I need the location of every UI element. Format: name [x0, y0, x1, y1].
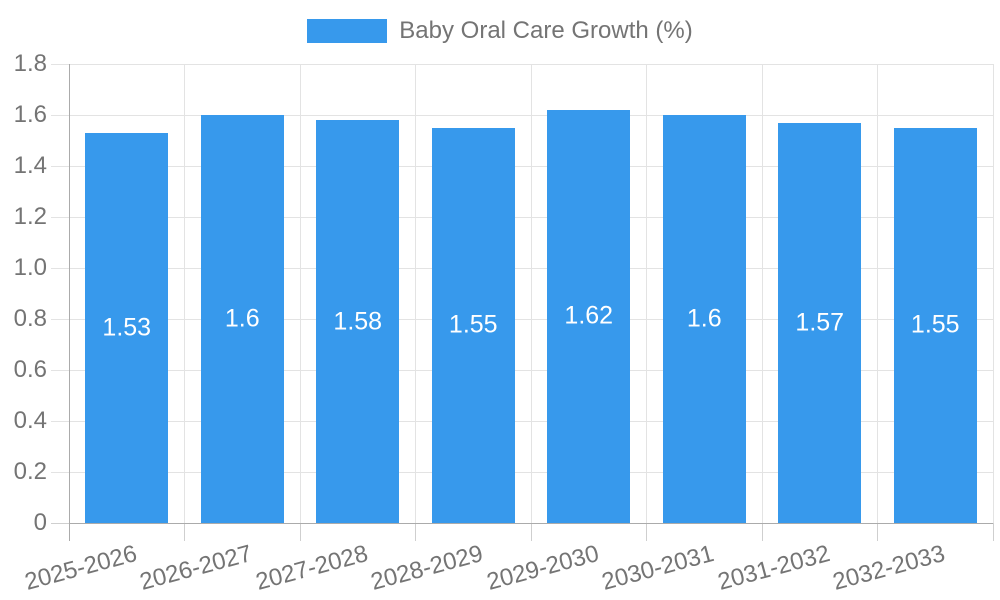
gridline-v	[646, 64, 647, 523]
x-tick	[184, 523, 185, 541]
y-tick-label: 1.2	[13, 203, 47, 230]
y-tick-label: 1.4	[13, 152, 47, 179]
y-tick-label: 0.4	[13, 407, 47, 434]
gridline-v	[877, 64, 878, 523]
bar-value-label: 1.55	[910, 310, 960, 339]
gridline-v	[184, 64, 185, 523]
gridline-v	[415, 64, 416, 523]
y-tick	[51, 267, 69, 269]
y-tick-label: 0	[33, 509, 47, 536]
bar[interactable]: 1.55	[431, 127, 515, 523]
bar[interactable]: 1.53	[85, 132, 169, 523]
legend-label: Baby Oral Care Growth (%)	[399, 17, 693, 44]
legend-swatch	[307, 19, 388, 43]
bar[interactable]: 1.57	[778, 122, 862, 523]
y-tick-label: 0.8	[13, 305, 47, 332]
y-tick-label: 1.8	[13, 50, 47, 77]
bar-value-label: 1.55	[448, 310, 498, 339]
y-tick	[51, 471, 69, 473]
x-tick-label: 2032-2033	[830, 540, 949, 596]
x-tick-label: 2028-2029	[368, 540, 487, 596]
x-tick-label: 2029-2030	[483, 540, 602, 596]
y-tick	[51, 369, 69, 371]
y-tick-label: 1.6	[13, 101, 47, 128]
y-tick	[51, 522, 69, 524]
gridline-v	[299, 64, 301, 523]
bar-value-label: 1.53	[102, 313, 152, 342]
y-tick-label: 0.6	[13, 356, 47, 383]
y-axis-line	[68, 64, 70, 541]
x-tick-label: 2025-2026	[21, 540, 140, 596]
bar-value-label: 1.62	[564, 301, 614, 330]
x-tick	[415, 523, 416, 541]
bar[interactable]: 1.62	[547, 109, 631, 523]
bar-value-label: 1.57	[795, 308, 845, 337]
x-tick-label: 2027-2028	[252, 540, 371, 596]
y-tick	[51, 165, 69, 167]
bar[interactable]: 1.55	[893, 127, 977, 523]
bar[interactable]: 1.6	[200, 115, 284, 523]
gridline-v	[992, 64, 994, 523]
gridline-v	[530, 64, 532, 523]
bar-value-label: 1.58	[333, 307, 383, 336]
x-tick	[646, 523, 647, 541]
x-tick-label: 2026-2027	[137, 540, 256, 596]
y-tick	[51, 216, 69, 218]
y-tick	[51, 318, 69, 320]
x-tick-label: 2030-2031	[599, 540, 718, 596]
bar[interactable]: 1.58	[316, 120, 400, 523]
x-tick	[877, 523, 878, 541]
legend[interactable]: Baby Oral Care Growth (%)	[0, 19, 1000, 43]
x-tick-label: 2031-2032	[714, 540, 833, 596]
x-tick	[530, 523, 532, 541]
y-tick-label: 1.0	[13, 254, 47, 281]
x-tick	[992, 523, 994, 541]
bar[interactable]: 1.6	[662, 115, 746, 523]
x-tick	[761, 523, 763, 541]
gridline-v	[761, 64, 763, 523]
x-axis-line	[69, 522, 993, 524]
bar-value-label: 1.6	[224, 304, 260, 333]
y-tick	[51, 63, 69, 65]
bar-value-label: 1.6	[686, 304, 722, 333]
x-tick	[299, 523, 301, 541]
y-tick	[51, 114, 69, 116]
y-tick-label: 0.2	[13, 458, 47, 485]
y-tick	[51, 420, 69, 422]
